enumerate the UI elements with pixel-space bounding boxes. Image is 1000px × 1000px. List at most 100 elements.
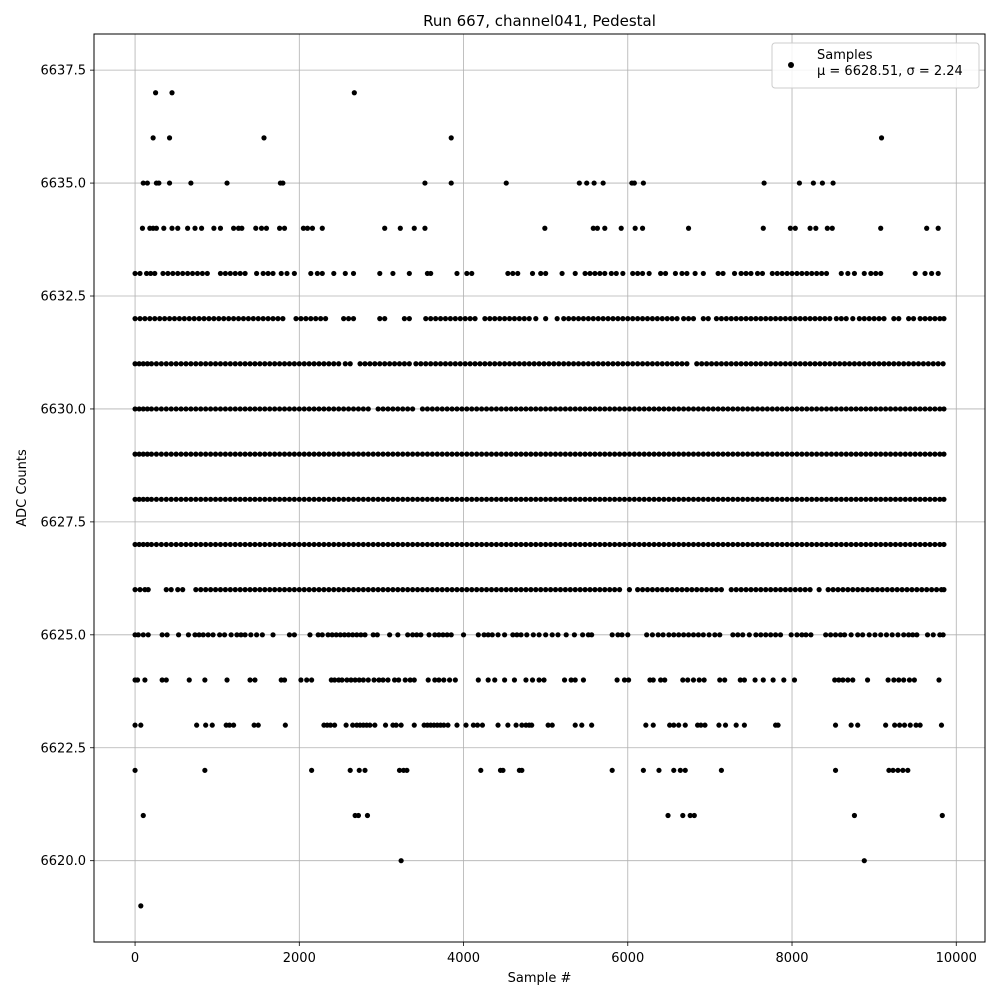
data-point bbox=[492, 316, 498, 322]
data-point bbox=[209, 722, 215, 728]
data-point bbox=[883, 406, 889, 412]
data-point bbox=[662, 677, 668, 683]
data-point bbox=[824, 225, 830, 231]
data-point bbox=[228, 632, 234, 638]
data-point bbox=[523, 541, 529, 548]
data-point bbox=[212, 451, 219, 457]
data-point bbox=[331, 451, 337, 457]
data-point bbox=[222, 541, 228, 548]
data-point bbox=[424, 587, 431, 593]
data-point bbox=[554, 316, 560, 322]
data-point bbox=[777, 632, 784, 638]
data-point bbox=[885, 677, 891, 683]
data-point bbox=[434, 587, 440, 593]
data-point bbox=[188, 451, 194, 457]
data-point bbox=[272, 451, 278, 457]
data-point bbox=[715, 406, 721, 412]
y-tick-label: 6620.0 bbox=[41, 854, 87, 869]
data-point bbox=[528, 587, 534, 593]
data-point bbox=[927, 316, 933, 322]
data-point bbox=[860, 632, 866, 638]
data-point bbox=[387, 632, 393, 638]
data-point bbox=[814, 406, 820, 412]
data-point bbox=[769, 406, 775, 412]
data-point bbox=[176, 316, 182, 322]
data-point bbox=[173, 361, 179, 367]
data-point bbox=[487, 361, 493, 367]
data-point bbox=[636, 496, 642, 502]
data-point bbox=[582, 406, 588, 412]
data-point bbox=[199, 270, 205, 277]
data-point bbox=[833, 541, 839, 548]
data-point bbox=[740, 451, 746, 457]
data-point bbox=[163, 677, 169, 683]
data-point bbox=[482, 316, 488, 322]
data-point bbox=[799, 496, 805, 502]
data-point bbox=[878, 451, 884, 457]
data-point bbox=[592, 406, 598, 412]
data-point bbox=[626, 587, 633, 593]
data-point bbox=[818, 406, 825, 412]
data-point bbox=[868, 496, 874, 502]
data-point bbox=[252, 677, 258, 683]
data-point bbox=[222, 496, 228, 502]
data-point bbox=[769, 541, 775, 548]
data-point bbox=[395, 496, 401, 502]
data-point bbox=[929, 270, 935, 277]
data-point bbox=[750, 451, 756, 457]
data-point bbox=[311, 406, 317, 412]
data-point bbox=[423, 316, 429, 322]
data-point bbox=[692, 270, 698, 277]
data-point bbox=[140, 632, 146, 638]
data-point bbox=[315, 632, 321, 638]
data-point bbox=[281, 225, 288, 231]
data-point bbox=[178, 541, 184, 548]
data-point bbox=[153, 541, 160, 548]
data-point bbox=[671, 632, 677, 638]
data-point bbox=[475, 677, 481, 683]
data-point bbox=[932, 406, 938, 412]
data-point bbox=[508, 587, 514, 593]
data-point bbox=[654, 316, 660, 322]
data-point bbox=[547, 541, 554, 548]
data-point bbox=[845, 270, 851, 277]
data-point bbox=[481, 632, 487, 638]
data-point bbox=[217, 270, 224, 277]
data-point bbox=[802, 316, 808, 322]
data-point bbox=[459, 451, 465, 457]
data-point bbox=[602, 270, 608, 277]
data-point bbox=[265, 316, 271, 322]
data-point bbox=[700, 451, 706, 457]
data-point bbox=[193, 361, 199, 367]
data-point bbox=[772, 316, 779, 322]
data-point bbox=[134, 677, 141, 683]
data-point bbox=[444, 632, 450, 638]
data-point bbox=[679, 270, 685, 277]
data-point bbox=[889, 587, 895, 593]
data-point bbox=[362, 767, 368, 773]
data-point bbox=[238, 632, 244, 638]
data-point bbox=[372, 722, 378, 728]
data-point bbox=[526, 361, 532, 367]
data-point bbox=[577, 451, 583, 457]
data-point bbox=[311, 541, 317, 548]
data-point bbox=[887, 541, 894, 548]
data-point bbox=[676, 496, 682, 502]
data-point bbox=[281, 361, 288, 367]
data-point bbox=[237, 451, 243, 457]
data-point bbox=[769, 270, 775, 277]
data-point bbox=[516, 361, 522, 367]
data-point bbox=[804, 270, 810, 277]
data-point bbox=[814, 541, 820, 548]
data-point bbox=[405, 541, 411, 548]
data-point bbox=[597, 406, 603, 412]
data-point bbox=[474, 406, 480, 412]
data-point bbox=[391, 361, 398, 367]
data-point bbox=[286, 361, 293, 367]
data-point bbox=[874, 587, 881, 593]
data-point bbox=[475, 632, 481, 638]
data-point bbox=[927, 406, 933, 412]
data-point bbox=[812, 361, 818, 367]
data-point bbox=[626, 451, 633, 457]
data-point bbox=[429, 451, 435, 457]
